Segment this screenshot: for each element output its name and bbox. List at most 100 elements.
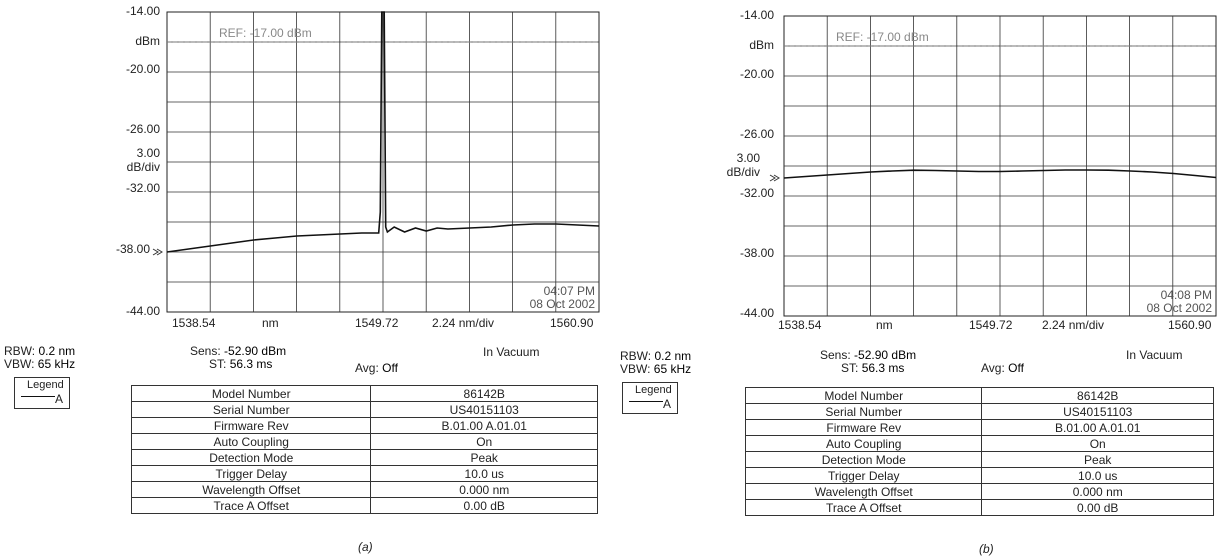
x-unit-label: nm: [876, 318, 893, 332]
trace-a-line: [783, 169, 1217, 179]
timestamp-time: 04:07 PM: [544, 284, 595, 298]
table-row: Wavelength Offset 0.000 nm: [130, 481, 598, 498]
param-value-cell: On: [981, 435, 1214, 452]
param-value-cell: B.01.00 A.01.01: [370, 417, 598, 434]
y-unit-label: dBm: [749, 38, 774, 52]
panel-b: REF: -17.00 dBm 04:08 PM 08 Oct 2002 -14.0…: [612, 0, 1225, 560]
scale-label: 3.00: [736, 151, 760, 165]
trace-marker-icon: [152, 248, 163, 256]
scale-label: 3.00: [136, 146, 160, 160]
table-row: Trigger Delay 10.0 us: [130, 465, 598, 482]
param-name-cell: Auto Coupling: [744, 435, 983, 452]
x-center-label: 1549.72: [355, 316, 399, 330]
ref-level-label: REF: -17.00 dBm: [219, 26, 312, 40]
figure-caption: (a): [358, 540, 373, 554]
legend: Legend A: [14, 377, 70, 409]
param-name-cell: Trace A Offset: [130, 497, 372, 514]
medium-label: In Vacuum: [1126, 348, 1183, 362]
y-tick-label: -26.00: [739, 127, 774, 141]
x-end-label: 1560.90: [1168, 318, 1212, 332]
legend-title: Legend: [27, 379, 64, 391]
y-tick-top: -14.00: [125, 4, 160, 18]
ref-level-label: REF: -17.00 dBm: [836, 30, 929, 44]
param-name-cell: Trace A Offset: [744, 499, 983, 516]
param-value-cell: 86142B: [370, 385, 598, 402]
y-tick-label: -20.00: [125, 62, 160, 76]
x-start-label: 1538.54: [778, 318, 822, 332]
legend: Legend A: [622, 382, 678, 414]
y-tick-label: -38.00: [739, 246, 774, 260]
param-name-cell: Wavelength Offset: [130, 481, 372, 498]
y-tick-top: -14.00: [739, 8, 774, 22]
param-value-cell: 0.000 nm: [370, 481, 598, 498]
param-name-cell: Wavelength Offset: [744, 483, 983, 500]
y-tick-label: -32.00: [125, 181, 160, 195]
table-row: Trace A Offset 0.00 dB: [130, 497, 598, 514]
timestamp-time: 04:08 PM: [1161, 288, 1212, 302]
sweep-time-readout: ST: 56.3 ms: [209, 357, 273, 371]
x-unit-label: nm: [262, 316, 279, 330]
param-value-cell: US40151103: [370, 401, 598, 418]
y-tick-label: -32.00: [739, 186, 774, 200]
param-value-cell: 0.00 dB: [981, 499, 1214, 516]
param-value-cell: Peak: [981, 451, 1214, 468]
table-row: Firmware Rev B.01.00 A.01.01: [130, 417, 598, 434]
table-row: Trace A Offset 0.00 dB: [744, 499, 1214, 516]
param-name-cell: Serial Number: [744, 403, 983, 420]
legend-title: Legend: [635, 384, 672, 396]
timestamp-date: 08 Oct 2002: [1147, 301, 1213, 315]
x-start-label: 1538.54: [172, 316, 216, 330]
legend-trace-label: A: [55, 392, 64, 406]
param-name-cell: Detection Mode: [130, 449, 372, 466]
param-value-cell: US40151103: [981, 403, 1214, 420]
instrument-params-table: Model Number 86142B Serial Number US4015110…: [130, 385, 598, 514]
param-value-cell: 0.000 nm: [981, 483, 1214, 500]
table-row: Wavelength Offset 0.000 nm: [744, 483, 1214, 500]
param-name-cell: Serial Number: [130, 401, 372, 418]
x-span-label: 2.24 nm/div: [432, 316, 495, 330]
y-tick-label: -26.00: [125, 122, 160, 136]
figure-caption: (b): [979, 542, 994, 556]
table-row: Serial Number US40151103: [744, 403, 1214, 420]
avg-readout: Avg: Off: [981, 361, 1024, 375]
y-tick-bottom: -44.00: [739, 306, 774, 320]
sens-readout: Sens: -52.90 dBm: [820, 348, 917, 362]
table-row: Model Number 86142B: [130, 385, 598, 402]
param-name-cell: Model Number: [744, 387, 983, 404]
x-center-label: 1549.72: [969, 318, 1013, 332]
avg-readout: Avg: Off: [355, 361, 398, 375]
param-value-cell: 0.00 dB: [370, 497, 598, 514]
table-row: Serial Number US40151103: [130, 401, 598, 418]
legend-trace-label: A: [663, 397, 672, 411]
param-name-cell: Trigger Delay: [130, 465, 372, 482]
medium-label: In Vacuum: [483, 345, 540, 359]
param-value-cell: B.01.00 A.01.01: [981, 419, 1214, 436]
param-name-cell: Trigger Delay: [744, 467, 983, 484]
instrument-params-table: Model Number 86142B Serial Number US4015110…: [744, 387, 1214, 516]
table-row: Trigger Delay 10.0 us: [744, 467, 1214, 484]
sweep-time-readout: ST: 56.3 ms: [841, 361, 905, 375]
rbw-readout: RBW: 0.2 nm: [620, 349, 692, 363]
y-tick-label: -38.00: [115, 242, 150, 256]
trace-a-line: [166, 11, 600, 253]
sens-readout: Sens: -52.90 dBm: [190, 344, 287, 358]
table-row: Auto Coupling On: [744, 435, 1214, 452]
table-row: Detection Mode Peak: [744, 451, 1214, 468]
legend-line: [629, 401, 663, 402]
vbw-readout: VBW: 65 kHz: [620, 362, 692, 376]
y-tick-bottom: -44.00: [125, 304, 160, 318]
param-value-cell: On: [370, 433, 598, 450]
rbw-readout: RBW: 0.2 nm: [4, 344, 76, 358]
param-name-cell: Auto Coupling: [130, 433, 372, 450]
param-name-cell: Model Number: [130, 385, 372, 402]
timestamp-date: 08 Oct 2002: [530, 297, 596, 311]
y-unit-label: dBm: [135, 34, 160, 48]
param-value-cell: 10.0 us: [981, 467, 1214, 484]
panel-a: REF: -17.00 dBm 04:07 PM 08 Oct 2002 -14.0…: [0, 0, 612, 560]
table-row: Detection Mode Peak: [130, 449, 598, 466]
param-value-cell: 86142B: [981, 387, 1214, 404]
table-row: Auto Coupling On: [130, 433, 598, 450]
vbw-readout: VBW: 65 kHz: [4, 357, 76, 371]
